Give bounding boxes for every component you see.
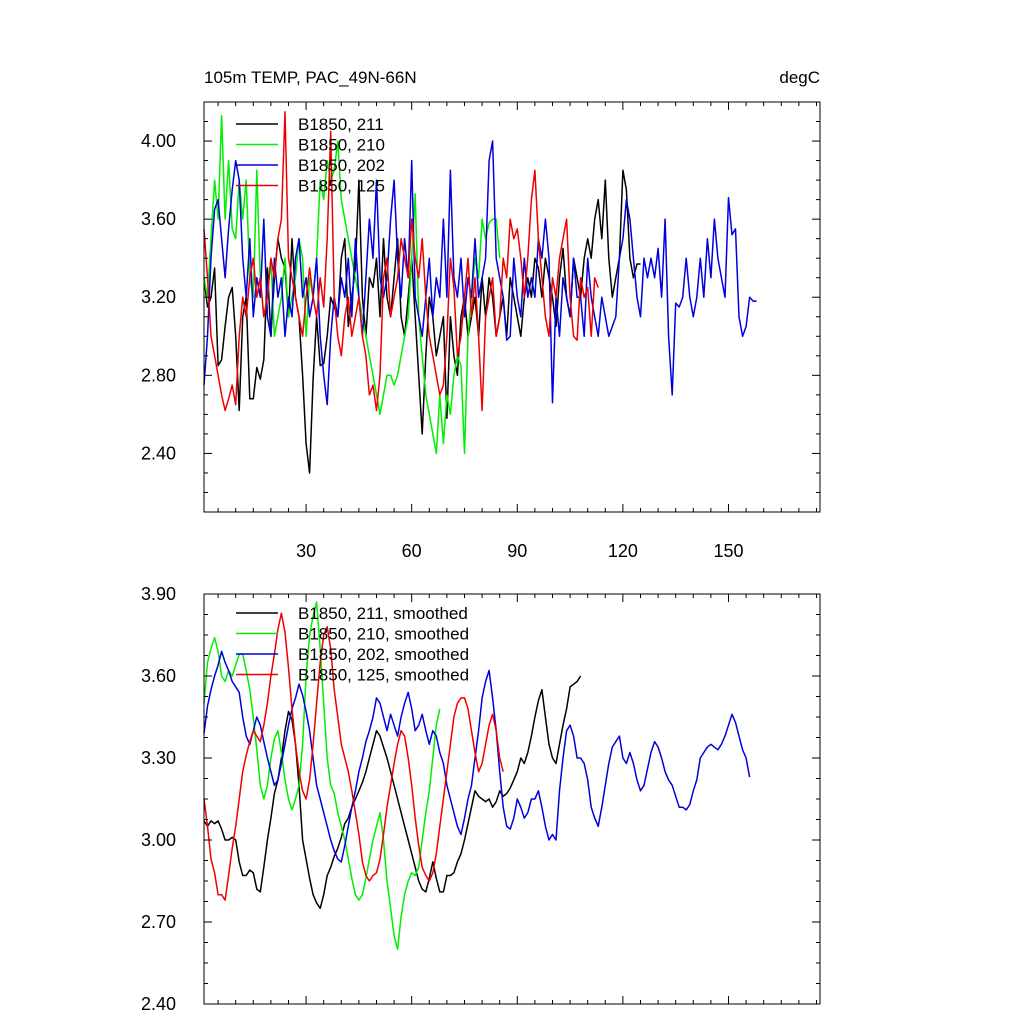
y-tick-label: 2.70 xyxy=(141,912,176,932)
series-line-2-3 xyxy=(203,650,751,863)
panel-1: 30 60 90 120 150 2.40 2.80 3.20 3.60 4.00 B1850, 2… xyxy=(141,101,821,561)
series-line-1-1 xyxy=(203,169,641,474)
y-tick-label: 2.80 xyxy=(141,365,176,385)
series-line-1-2 xyxy=(203,114,501,455)
x-tick-label: 30 xyxy=(296,541,316,561)
y-tick-label: 3.20 xyxy=(141,287,176,307)
y-tick-label: 3.60 xyxy=(141,209,176,229)
plot-frame-2 xyxy=(203,593,821,1005)
legend-label: B1850, 210, smoothed xyxy=(298,625,469,644)
y-tick-label: 3.90 xyxy=(141,584,176,604)
x-tick-label: 150 xyxy=(713,541,743,561)
series-line-2-2 xyxy=(203,601,441,951)
y-tick-label: 4.00 xyxy=(141,131,176,151)
plot-frame-1 xyxy=(203,101,821,513)
series-line-2-1 xyxy=(203,675,582,910)
y-tick-label: 3.60 xyxy=(141,666,176,686)
legend-label: B1850, 125 xyxy=(298,177,385,196)
legend-label: B1850, 210 xyxy=(298,136,385,155)
series-line-1-3 xyxy=(203,140,757,406)
series-line-2-4 xyxy=(203,612,504,901)
panel-2: 2.40 2.70 3.00 3.30 3.60 3.90 B1850, 211, smoo… xyxy=(141,584,821,1014)
y-tick-label: 2.40 xyxy=(141,994,176,1014)
x-tick-label: 90 xyxy=(507,541,527,561)
x-tick-label: 120 xyxy=(608,541,638,561)
legend-label: B1850, 211 xyxy=(298,115,384,134)
legend-label: B1850, 125, smoothed xyxy=(298,666,469,685)
units-label: degC xyxy=(779,68,820,87)
legend-label: B1850, 211, smoothed xyxy=(298,604,468,623)
y-tick-label: 2.40 xyxy=(141,443,176,463)
x-tick-label: 60 xyxy=(402,541,422,561)
legend-label: B1850, 202, smoothed xyxy=(298,645,469,664)
series-line-1-4 xyxy=(203,111,599,412)
plot-title: 105m TEMP, PAC_49N-66N xyxy=(204,68,417,87)
y-tick-label: 3.30 xyxy=(141,748,176,768)
y-tick-label: 3.00 xyxy=(141,830,176,850)
legend-label: B1850, 202 xyxy=(298,156,385,175)
